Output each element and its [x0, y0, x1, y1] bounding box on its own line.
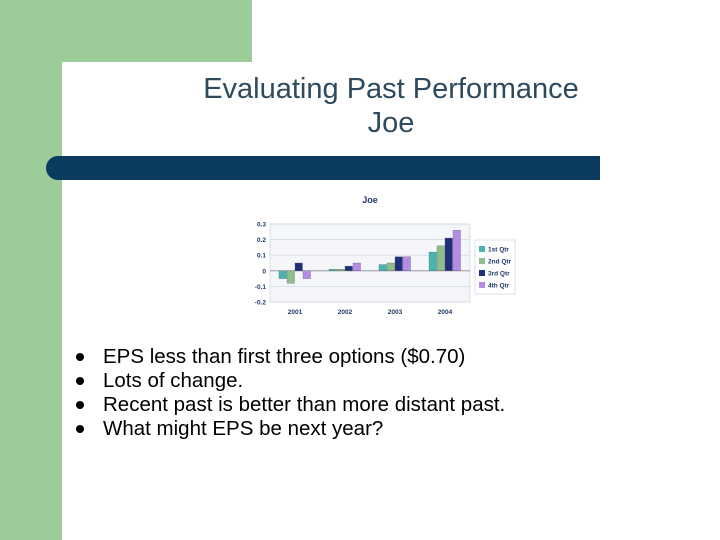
bar	[444, 237, 453, 271]
bar	[452, 230, 461, 271]
bar	[302, 270, 311, 279]
legend-label: 4th Qtr	[488, 283, 510, 290]
legend-swatch	[479, 282, 485, 288]
bullet-dot-icon	[76, 353, 84, 361]
x-tick-label: 2001	[288, 309, 303, 316]
bar	[436, 245, 445, 271]
bullet-text: Recent past is better than more distant …	[103, 393, 506, 416]
bullet-item: Lots of change.	[76, 369, 696, 393]
bar	[336, 269, 345, 271]
bullet-dot-icon	[76, 425, 84, 433]
bar	[286, 270, 295, 284]
bullet-dot-icon	[76, 401, 84, 409]
slide-title: Evaluating Past Performance Joe	[62, 72, 720, 140]
bullet-text: Lots of change.	[103, 369, 244, 392]
y-tick-label: 0.3	[257, 222, 266, 229]
x-tick-label: 2003	[388, 309, 403, 316]
y-tick-label: 0	[262, 268, 266, 275]
eps-bar-chart: Joe 0.3 0.2 0.1 0 -0.1 -0.2 2001 2002 2003 2004 1st…	[255, 195, 516, 316]
background-green-left	[0, 0, 62, 540]
legend-swatch	[479, 258, 485, 264]
y-tick-label: -0.2	[255, 300, 267, 307]
bar	[386, 262, 395, 271]
bar	[352, 262, 361, 271]
legend-label: 1st Qtr	[488, 247, 509, 254]
x-tick-label: 2004	[438, 309, 453, 316]
bullet-item: Recent past is better than more distant …	[76, 393, 696, 417]
slide-title-line1: Evaluating Past Performance	[203, 73, 579, 105]
bar	[328, 269, 337, 271]
bar	[394, 256, 403, 271]
bar	[278, 270, 287, 279]
bar	[428, 251, 437, 271]
legend-swatch	[479, 246, 485, 252]
plot-area	[269, 223, 471, 303]
title-underline-bar	[46, 156, 600, 180]
legend-label: 2nd Qtr	[488, 259, 512, 266]
bar	[402, 256, 411, 271]
y-tick-label: -0.1	[255, 284, 267, 291]
legend-label: 3rd Qtr	[488, 271, 510, 278]
bar	[294, 262, 303, 271]
y-tick-label: 0.1	[257, 253, 266, 260]
bullet-item: What might EPS be next year?	[76, 417, 696, 441]
bullet-text: What might EPS be next year?	[103, 417, 384, 440]
chart-title: Joe	[362, 195, 378, 205]
bullet-item: EPS less than first three options ($0.70…	[76, 345, 696, 369]
y-tick-label: 0.2	[257, 237, 266, 244]
bullet-list: EPS less than first three options ($0.70…	[76, 345, 696, 441]
legend-swatch	[479, 270, 485, 276]
bullet-dot-icon	[76, 377, 84, 385]
bar	[378, 264, 387, 271]
bar	[344, 265, 353, 271]
slide-title-line2: Joe	[367, 107, 415, 139]
x-tick-label: 2002	[338, 309, 353, 316]
bullet-text: EPS less than first three options ($0.70…	[103, 345, 466, 368]
